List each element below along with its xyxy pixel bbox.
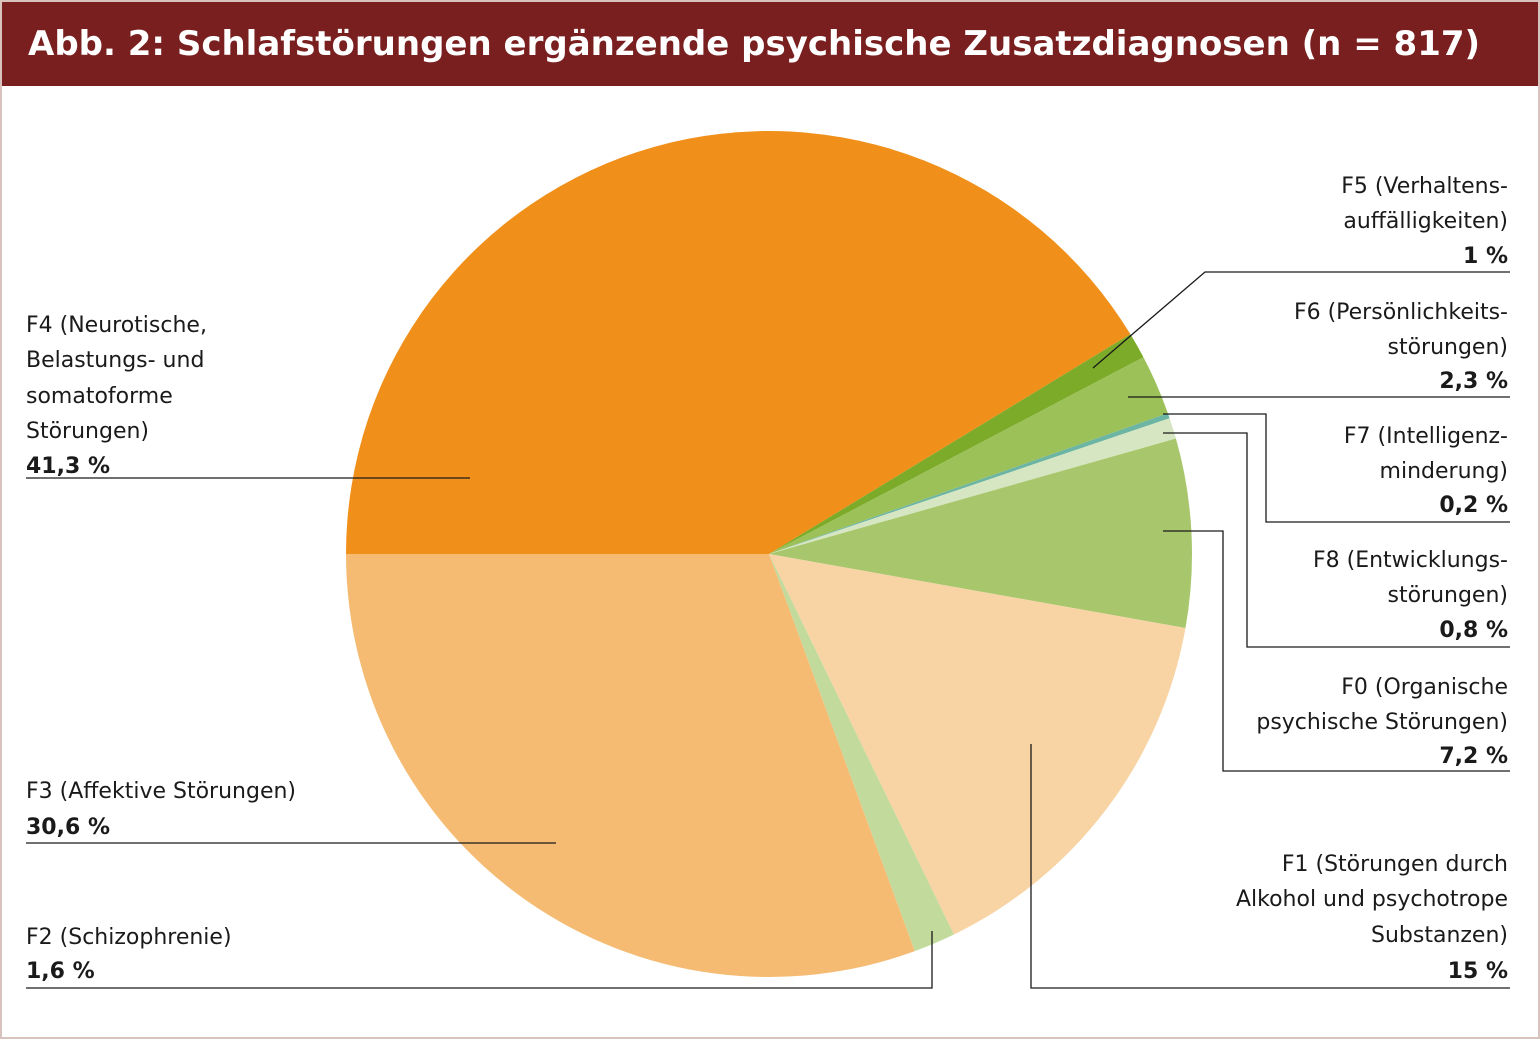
slice-value-f7: 0,2 % — [1439, 493, 1508, 518]
leader-line-f2 — [26, 931, 933, 989]
pie-slice-f6 — [769, 357, 1168, 554]
slice-value-f0: 7,2 % — [1439, 744, 1508, 769]
slice-label-f0-line-1: F0 (Organische — [1341, 675, 1508, 700]
label-group-f0: F0 (Organische psychische Störungen) 7,2 % — [1163, 530, 1510, 772]
label-group-f2: F2 (Schizophrenie) 1,6 % — [26, 925, 933, 989]
slice-label-f6-line-1: F6 (Persönlichkeits- — [1294, 300, 1508, 325]
slice-label-f4-line-1: F4 (Neurotische, — [26, 313, 207, 338]
label-group-f7: F7 (Intelligenz-minderung) 0,2 % — [1163, 413, 1510, 523]
leader-line-f8 — [1163, 432, 1510, 648]
leader-line-f7 — [1163, 413, 1510, 523]
pie-slice-f7 — [769, 413, 1170, 554]
slice-label-f8-line-1: F8 (Entwicklungs- — [1313, 548, 1508, 573]
pie-slice-f5 — [769, 334, 1144, 554]
slice-label-f6-line-2: störungen) — [1387, 335, 1508, 360]
label-group-f1: F1 (Störungen durch Alkohol und psychotro… — [1030, 744, 1510, 989]
slice-label-f4-line-2: Belastungs- und — [26, 348, 204, 373]
slice-label-f5-line-1: F5 (Verhaltens- — [1341, 174, 1508, 199]
leader-line-f1 — [1030, 744, 1510, 989]
slice-value-f1: 15 % — [1448, 959, 1508, 984]
label-group-f4: F4 (Neurotische, Belastungs- und somatofor… — [26, 313, 470, 479]
leader-line-f5 — [1092, 271, 1510, 369]
pie-slice-f3 — [346, 554, 915, 977]
pie-slice-f0 — [769, 438, 1192, 629]
title-bar: Abb. 2: Schlafstörungen ergänzende psych… — [2, 2, 1538, 86]
slice-value-f8: 0,8 % — [1439, 618, 1508, 643]
slice-value-f3: 30,6 % — [26, 815, 110, 840]
slice-label-f4-line-3: somatoforme — [26, 384, 173, 409]
slice-label-f1-line-2: Alkohol und psychotrope — [1236, 887, 1508, 912]
slice-value-f6: 2,3 % — [1439, 369, 1508, 394]
slice-value-f5: 1 % — [1463, 244, 1508, 269]
slice-value-f2: 1,6 % — [26, 959, 95, 984]
slice-label-f1-line-3: Substanzen) — [1371, 923, 1508, 948]
pie-slice-f4 — [346, 131, 1131, 554]
chart-title: Abb. 2: Schlafstörungen ergänzende psych… — [28, 24, 1481, 64]
slice-label-f3-line-1: F3 (Affektive Störungen) — [26, 779, 296, 804]
label-group-f3: F3 (Affektive Störungen) 30,6 % — [26, 779, 556, 844]
slice-label-f4-line-4: Störungen) — [26, 419, 149, 444]
slice-label-f7-line-2: minderung) — [1380, 459, 1508, 484]
slice-label-f1-line-1: F1 (Störungen durch — [1282, 852, 1508, 877]
leader-line-f0 — [1163, 530, 1510, 772]
slice-label-f7-line-1: F7 (Intelligenz- — [1344, 424, 1508, 449]
slice-label-f2-line-1: F2 (Schizophrenie) — [26, 925, 232, 950]
label-group-f5: F5 (Verhaltens-auffälligkeiten) 1 % — [1092, 174, 1510, 369]
pie-slice-f8 — [769, 418, 1176, 554]
pie-slice-f1 — [769, 554, 1186, 935]
label-group-f6: F6 (Persönlichkeits-störungen) 2,3 % — [1128, 300, 1510, 398]
slice-label-f8-line-2: störungen) — [1387, 583, 1508, 608]
label-group-f8: F8 (Entwicklungs-störungen) 0,8 % — [1163, 432, 1510, 648]
pie-slice-f2 — [769, 554, 954, 952]
slice-label-f0-line-2: psychische Störungen) — [1256, 710, 1508, 735]
slice-value-f4: 41,3 % — [26, 454, 110, 479]
slice-label-f5-line-2: auffälligkeiten) — [1343, 209, 1508, 234]
